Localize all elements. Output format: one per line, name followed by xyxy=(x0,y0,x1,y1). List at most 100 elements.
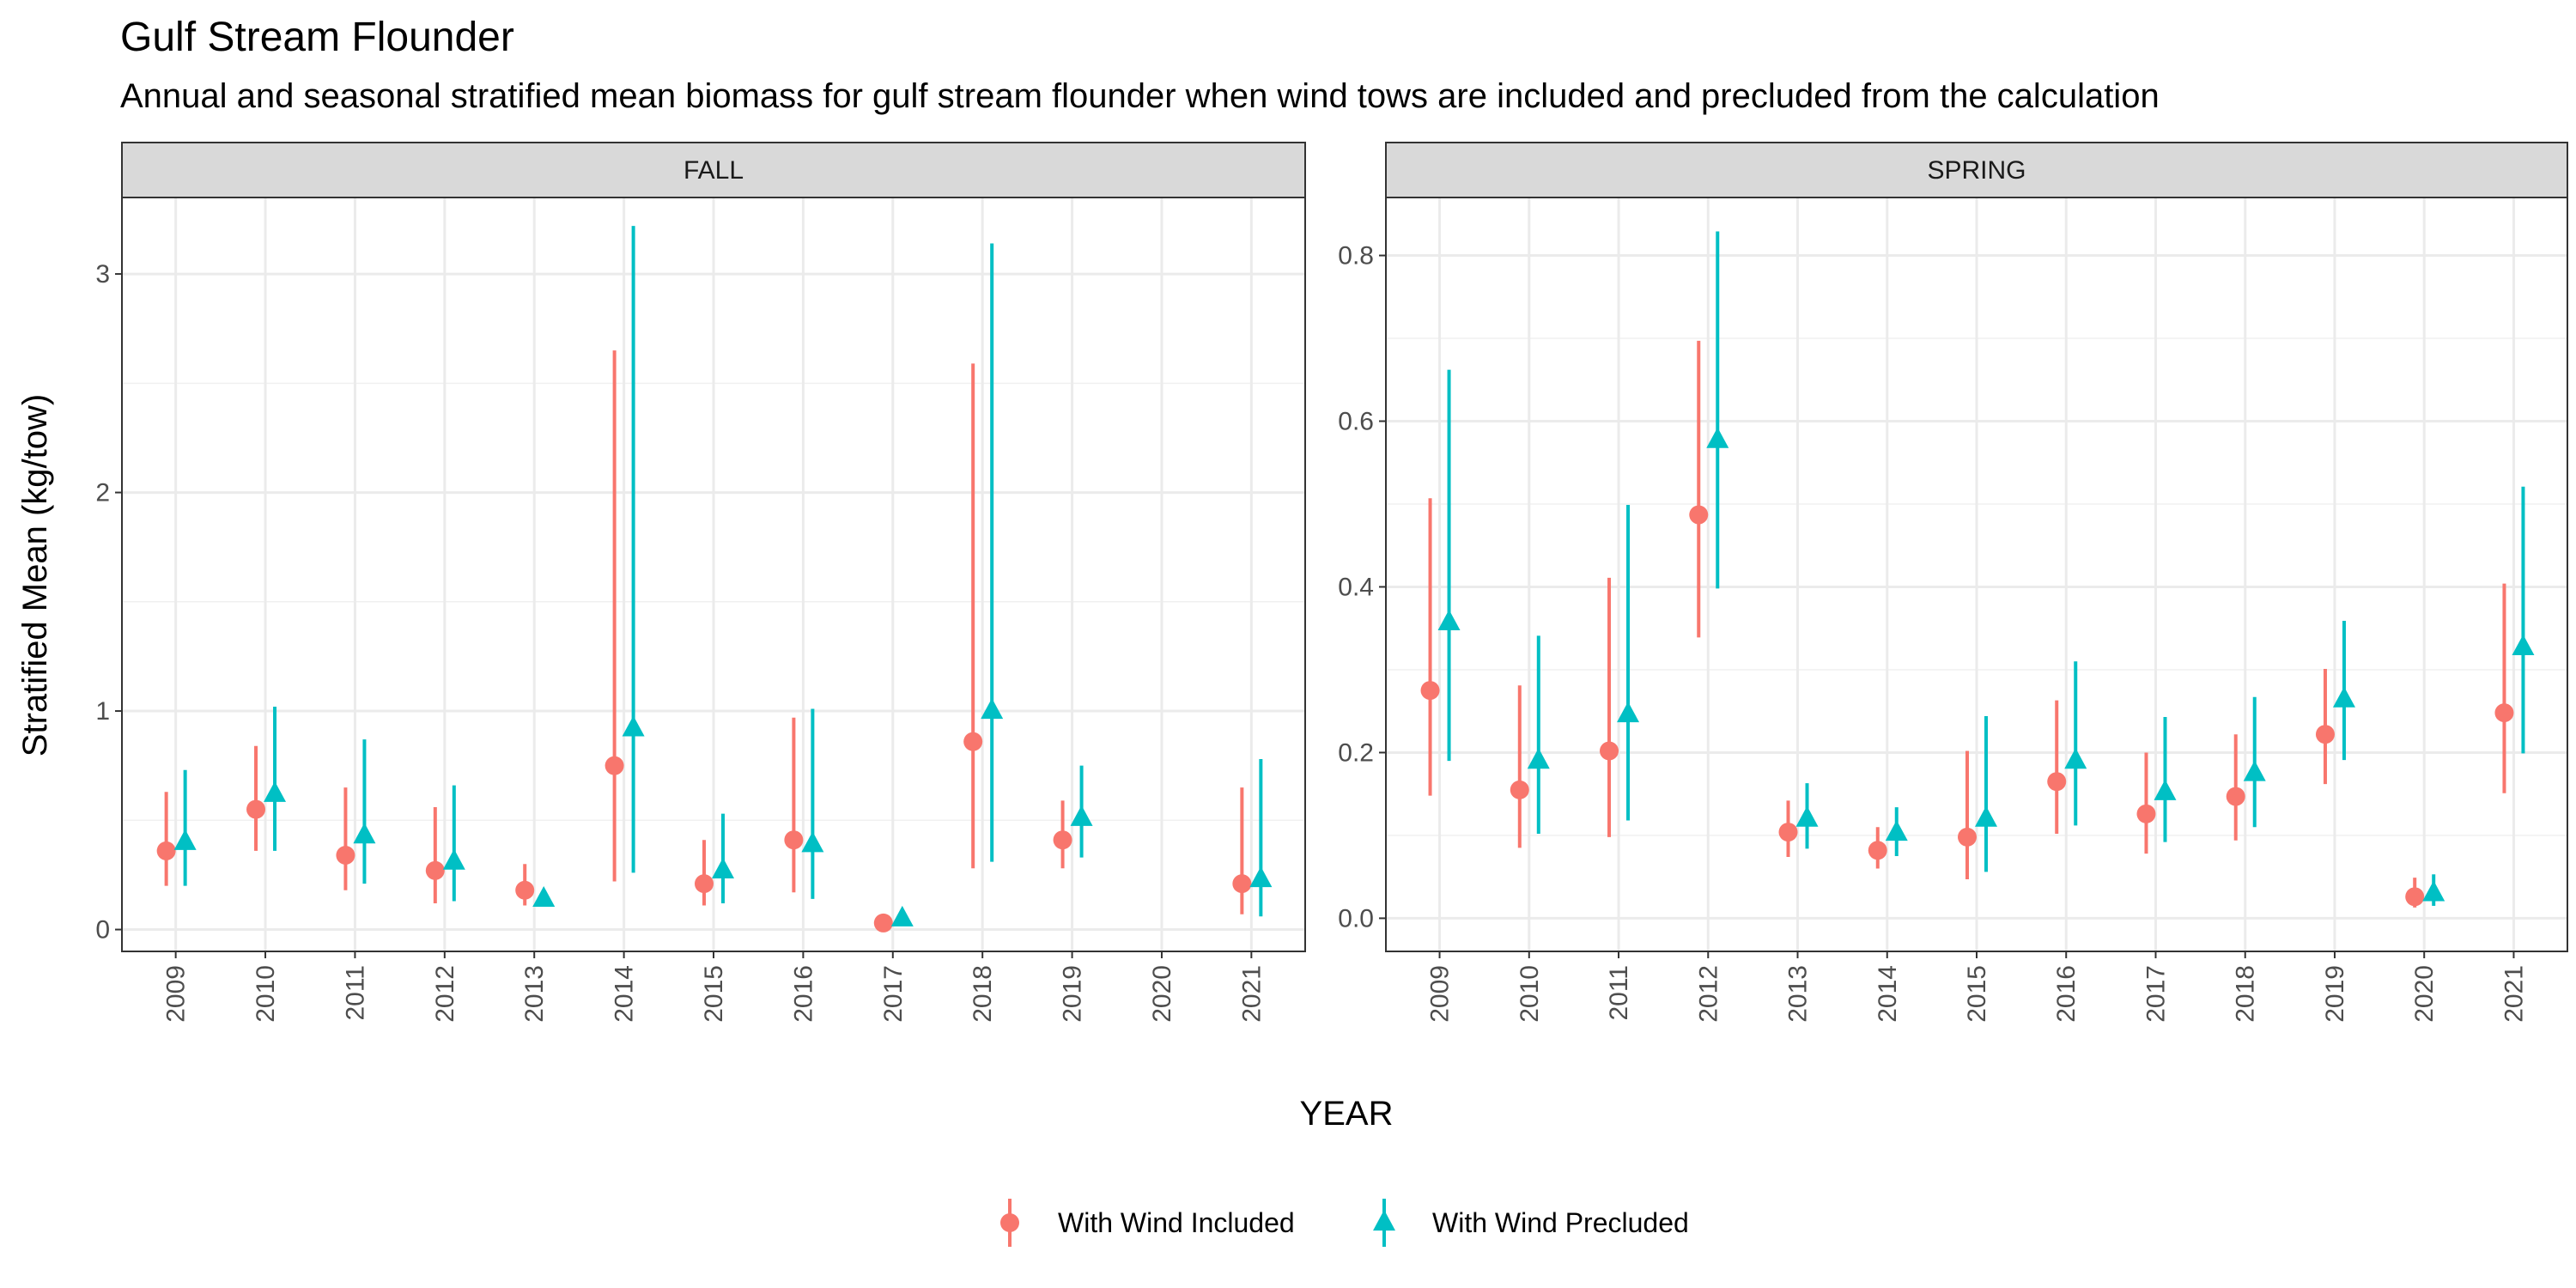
legend-label-with-wind-precluded: With Wind Precluded xyxy=(1432,1207,1689,1238)
x-tick-label-2011: 2011 xyxy=(1605,965,1633,1021)
point-with-wind-precluded-2014 xyxy=(1885,820,1908,841)
chart-subtitle: Annual and seasonal stratified mean biom… xyxy=(120,77,2160,115)
point-with-wind-included-2012 xyxy=(1689,505,1709,525)
point-with-wind-included-2019 xyxy=(1053,830,1072,850)
panel-border-spring xyxy=(1385,197,2568,952)
x-tick-label-2012: 2012 xyxy=(1694,965,1722,1023)
point-with-wind-included-2020 xyxy=(2405,887,2425,907)
point-with-wind-precluded-2010 xyxy=(1527,748,1550,769)
point-with-wind-included-2014 xyxy=(1868,841,1887,860)
y-tick-label: 0 xyxy=(95,916,110,945)
x-tick-label-2015: 2015 xyxy=(1963,965,1991,1023)
point-with-wind-precluded-2015 xyxy=(712,857,734,878)
point-with-wind-included-2011 xyxy=(336,846,355,866)
x-axis-title: YEAR xyxy=(1300,1095,1394,1133)
y-tick-label: 0.2 xyxy=(1338,738,1374,767)
y-tick-label: 0.0 xyxy=(1338,904,1374,933)
point-with-wind-included-2010 xyxy=(1510,780,1529,799)
point-with-wind-precluded-2014 xyxy=(622,715,645,737)
point-with-wind-precluded-2015 xyxy=(1975,805,1997,827)
legend-key-circle xyxy=(1000,1213,1019,1232)
legend: With Wind Included With Wind Precluded xyxy=(1000,1199,1689,1247)
point-with-wind-included-2021 xyxy=(1232,874,1252,894)
series-with-wind-included-fall xyxy=(156,350,1252,933)
x-tick-label-2020: 2020 xyxy=(1148,965,1176,1023)
x-tick-label-2017: 2017 xyxy=(879,965,908,1023)
point-with-wind-included-2018 xyxy=(2226,787,2245,806)
point-with-wind-precluded-2013 xyxy=(532,885,556,908)
point-with-wind-precluded-2012 xyxy=(1706,427,1729,448)
point-with-wind-included-2017 xyxy=(873,913,893,933)
y-tick-label: 0.8 xyxy=(1338,242,1374,270)
point-with-wind-precluded-2020 xyxy=(2422,880,2445,902)
x-tick-label-2016: 2016 xyxy=(789,965,817,1023)
x-tick-label-2013: 2013 xyxy=(1784,965,1813,1023)
x-tick-label-2021: 2021 xyxy=(2500,965,2528,1023)
x-tick-label-2014: 2014 xyxy=(1874,965,1902,1023)
series-with-wind-precluded-spring xyxy=(1437,231,2535,906)
facet-panel-fall: FALL 0 1 2 3 2009 2010 2011 2012 2013 2014 2015 2016… xyxy=(95,142,1306,1023)
point-with-wind-precluded-2011 xyxy=(1617,702,1640,723)
facet-label-fall: FALL xyxy=(683,156,744,185)
x-tick-label-2016: 2016 xyxy=(2052,965,2081,1023)
point-with-wind-precluded-2009 xyxy=(1437,610,1461,631)
y-tick-label: 0.6 xyxy=(1338,408,1374,436)
x-tick-label-2021: 2021 xyxy=(1237,965,1266,1023)
point-with-wind-precluded-2016 xyxy=(2064,748,2087,769)
y-tick-label: 1 xyxy=(95,697,110,726)
point-with-wind-included-2009 xyxy=(1420,681,1440,701)
point-with-wind-precluded-2019 xyxy=(1070,805,1093,826)
x-tick-label-2017: 2017 xyxy=(2142,965,2170,1023)
point-with-wind-included-2014 xyxy=(605,756,624,775)
x-tick-label-2014: 2014 xyxy=(611,965,639,1023)
x-tick-label-2019: 2019 xyxy=(1059,965,1087,1023)
point-with-wind-precluded-2019 xyxy=(2332,686,2355,708)
x-tick-label-2015: 2015 xyxy=(700,965,728,1023)
point-with-wind-included-2013 xyxy=(1778,823,1798,842)
point-with-wind-precluded-2021 xyxy=(1249,866,1273,888)
point-with-wind-included-2013 xyxy=(515,880,535,900)
point-with-wind-precluded-2011 xyxy=(353,823,376,844)
chart-title: Gulf Stream Flounder xyxy=(120,15,514,60)
x-tick-label-2010: 2010 xyxy=(1516,965,1544,1023)
x-tick-label-2009: 2009 xyxy=(1426,965,1455,1023)
y-tick-label: 2 xyxy=(95,479,110,507)
y-axis-title: Stratified Mean (kg/tow) xyxy=(16,394,54,756)
point-with-wind-included-2015 xyxy=(1958,827,1977,847)
point-with-wind-precluded-2021 xyxy=(2512,634,2535,656)
point-with-wind-included-2016 xyxy=(784,830,804,850)
point-with-wind-precluded-2013 xyxy=(1795,805,1819,827)
x-tick-label-2018: 2018 xyxy=(969,965,997,1023)
point-with-wind-precluded-2018 xyxy=(981,698,1004,720)
point-with-wind-precluded-2017 xyxy=(890,905,914,927)
legend-key-with-wind-precluded xyxy=(1373,1199,1395,1247)
x-tick-label-2012: 2012 xyxy=(431,965,459,1023)
facet-panel-spring: SPRING 0.0 0.2 0.4 0.6 0.8 2009 2010 2011 2012 201… xyxy=(1338,142,2568,1023)
x-tick-label-2013: 2013 xyxy=(520,965,549,1023)
legend-key-triangle xyxy=(1373,1210,1395,1231)
series-with-wind-precluded-fall xyxy=(173,226,1273,927)
facet-label-spring: SPRING xyxy=(1927,156,2026,185)
point-with-wind-included-2021 xyxy=(2494,703,2514,723)
point-with-wind-included-2011 xyxy=(1600,741,1619,761)
x-tick-label-2019: 2019 xyxy=(2321,965,2349,1023)
point-with-wind-precluded-2010 xyxy=(264,781,287,802)
x-tick-label-2018: 2018 xyxy=(2232,965,2260,1023)
point-with-wind-included-2019 xyxy=(2315,725,2335,744)
y-tick-label: 0.4 xyxy=(1338,573,1374,601)
x-tick-label-2020: 2020 xyxy=(2410,965,2439,1023)
point-with-wind-included-2009 xyxy=(156,841,176,860)
point-with-wind-included-2016 xyxy=(2047,772,2067,792)
legend-key-with-wind-included xyxy=(1000,1199,1019,1247)
point-with-wind-included-2012 xyxy=(425,860,445,880)
y-tick-label: 3 xyxy=(95,260,110,289)
point-with-wind-included-2015 xyxy=(695,874,714,894)
point-with-wind-included-2010 xyxy=(246,799,266,819)
x-tick-label-2010: 2010 xyxy=(252,965,280,1023)
x-tick-label-2011: 2011 xyxy=(341,965,369,1021)
legend-label-with-wind-included: With Wind Included xyxy=(1058,1207,1295,1238)
point-with-wind-precluded-2016 xyxy=(801,831,824,853)
panel-border-fall xyxy=(121,197,1306,952)
point-with-wind-included-2018 xyxy=(963,732,983,751)
